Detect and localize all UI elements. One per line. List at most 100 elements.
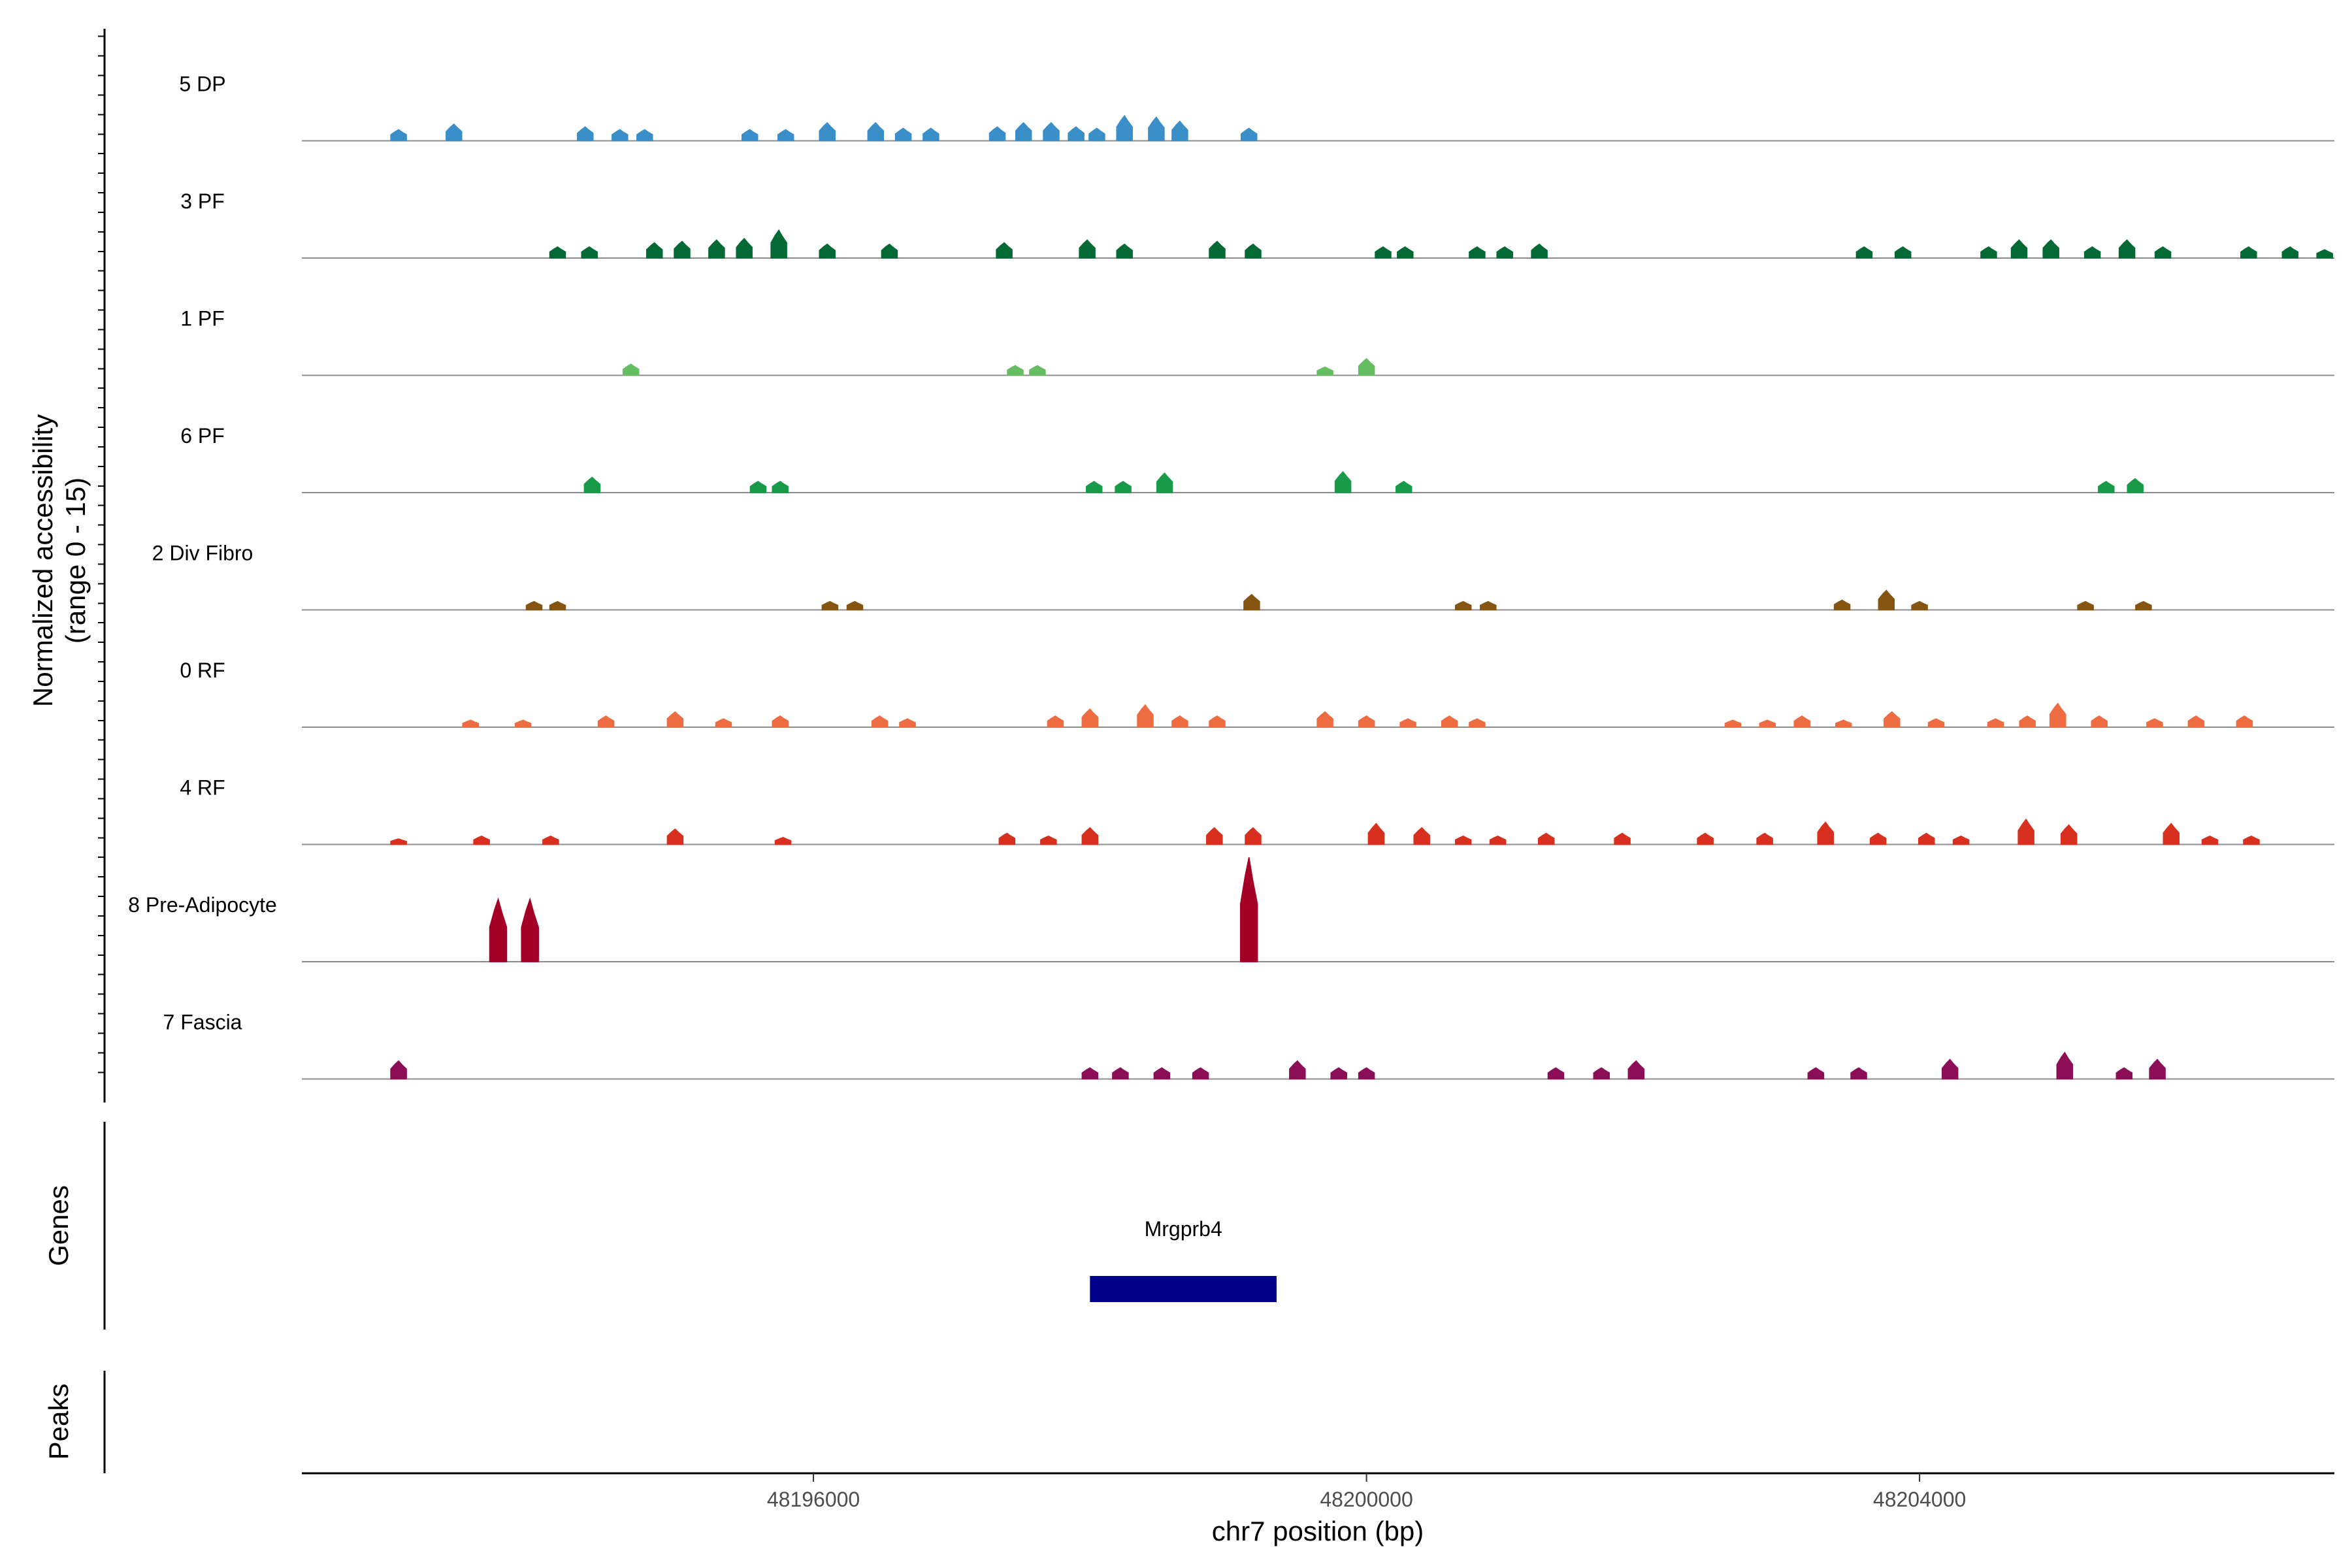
coverage-peak	[1240, 127, 1258, 142]
coverage-peak	[1480, 600, 1497, 611]
coverage-peak	[1980, 246, 1997, 259]
genes-panel-label: Genes	[43, 1185, 74, 1266]
coverage-peak	[1088, 127, 1105, 142]
coverage-peak	[1029, 365, 1046, 376]
coverage-peak	[715, 718, 732, 728]
coverage-peak	[1081, 1067, 1099, 1080]
coverage-peak	[2049, 702, 2066, 728]
coverage-peak	[1112, 1067, 1129, 1080]
coverage-peak	[1756, 832, 1773, 845]
coverage-peak	[772, 481, 789, 493]
coverage-peak	[525, 600, 543, 611]
coverage-peak	[489, 897, 508, 962]
coverage-peak	[2042, 239, 2059, 259]
coverage-peak	[1289, 1060, 1306, 1080]
coverage-peak	[749, 481, 767, 493]
coverage-peak	[2163, 823, 2180, 845]
coverage-peak	[549, 246, 566, 259]
coverage-peak	[2135, 600, 2152, 611]
peaks-panel-label: Peaks	[43, 1384, 74, 1460]
coverage-peak	[577, 126, 594, 142]
y-axis-title-line-1: Normalized accessibility	[27, 414, 58, 707]
coverage-peak	[1334, 470, 1352, 493]
coverage-peak	[1358, 1067, 1375, 1080]
x-axis: 48196000 48200000 48204000 chr7 position (…	[302, 1472, 2334, 1546]
coverage-peak	[770, 229, 787, 259]
coverage-peak	[736, 237, 753, 259]
track-label: 7 Fascia	[163, 1011, 242, 1034]
coverage-peak	[1116, 243, 1133, 259]
coverage-peak	[542, 835, 559, 845]
coverage-peak	[1015, 122, 1032, 142]
coverage-peak	[1245, 243, 1262, 259]
coverage-peak	[1068, 126, 1085, 142]
coverage-peak	[1116, 114, 1133, 142]
coverage-peak	[521, 897, 539, 962]
track-label: 2 Div Fibro	[152, 542, 253, 565]
x-tick-label: 48200000	[1320, 1488, 1413, 1511]
coverage-peak	[1817, 821, 1834, 845]
coverage-peak	[1397, 246, 1414, 259]
coverage-peak	[597, 715, 615, 728]
coverage-peak	[462, 719, 479, 728]
coverage-peak	[1627, 1060, 1645, 1080]
coverage-peak	[998, 832, 1016, 845]
coverage-peak	[473, 835, 490, 845]
coverage-peak	[390, 1060, 407, 1080]
peaks-panel: Peaks	[43, 1371, 106, 1473]
coverage-peak	[1079, 239, 1096, 259]
coverage-peak	[1375, 246, 1392, 259]
coverage-peak	[549, 600, 566, 611]
track-1: 3 PF	[180, 189, 2334, 259]
track-8: 7 Fascia	[163, 1011, 2334, 1080]
coverage-peak	[1496, 246, 1513, 259]
coverage-peak	[2187, 715, 2205, 728]
coverage-peak	[1724, 719, 1742, 728]
track-label: 5 DP	[179, 73, 225, 96]
genes-panel: Genes Mrgprb4	[43, 1122, 1277, 1330]
coverage-peak	[1316, 711, 1333, 728]
gene-label: Mrgprb4	[1145, 1217, 1222, 1241]
track-2: 1 PF	[180, 307, 2334, 376]
coverage-peak	[996, 242, 1013, 259]
x-tick-label: 48204000	[1873, 1488, 1966, 1511]
coverage-peak	[1245, 826, 1262, 845]
coverage-peak	[1454, 835, 1472, 845]
coverage-peak	[1040, 835, 1057, 845]
coverage-peak	[1537, 832, 1555, 845]
coverage-peak	[2060, 824, 2078, 845]
coverage-peak	[1593, 1067, 1610, 1080]
track-label: 4 RF	[180, 776, 225, 800]
coverage-peak	[1807, 1067, 1825, 1080]
coverage-peak	[1358, 715, 1375, 728]
coverage-peak	[1547, 1067, 1565, 1080]
coverage-peak	[1192, 1067, 1209, 1080]
coverage-peak	[1209, 715, 1226, 728]
coverage-y-axis	[98, 29, 106, 1103]
track-3: 6 PF	[180, 424, 2334, 493]
coverage-peak	[1243, 594, 1260, 611]
coverage-peak	[390, 129, 407, 142]
coverage-peak	[2149, 1058, 2166, 1080]
coverage-peak	[1441, 715, 1458, 728]
coverage-peak	[1206, 826, 1223, 845]
coverage-peak	[1115, 481, 1132, 493]
coverage-peak	[2115, 1067, 2133, 1080]
coverage-peak	[2083, 246, 2101, 259]
coverage-peak	[2146, 718, 2163, 728]
track-6: 4 RF	[180, 776, 2334, 845]
coverage-peak	[1918, 832, 1935, 845]
coverage-peak	[1171, 120, 1188, 142]
coverage-peak	[867, 122, 885, 142]
coverage-peak	[1793, 715, 1810, 728]
track-4: 2 Div Fibro	[152, 542, 2334, 611]
coverage-peak	[1697, 832, 1714, 845]
coverage-peak	[821, 600, 839, 611]
coverage-peak	[1081, 826, 1099, 845]
coverage-peak	[1855, 246, 1873, 259]
coverage-peak	[772, 715, 789, 728]
coverage-peak	[674, 240, 691, 259]
coverage-peak	[1316, 366, 1333, 376]
coverage-peak	[923, 127, 939, 142]
